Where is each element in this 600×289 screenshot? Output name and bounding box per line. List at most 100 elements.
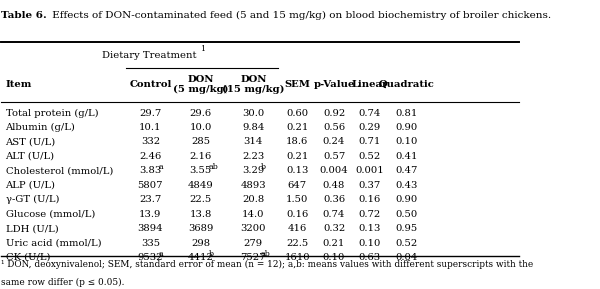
Text: 4849: 4849: [188, 181, 214, 190]
Text: ALT (U/L): ALT (U/L): [5, 152, 55, 161]
Text: Effects of DON-contaminated feed (5 and 15 mg/kg) on blood biochemistry of broil: Effects of DON-contaminated feed (5 and …: [49, 11, 551, 20]
Text: a: a: [158, 163, 163, 171]
Text: ¹ DON, deoxynivalenol; SEM, standard error of mean (n = 12); a,b: means values w: ¹ DON, deoxynivalenol; SEM, standard err…: [1, 260, 533, 268]
Text: Glucose (mmol/L): Glucose (mmol/L): [5, 210, 95, 219]
Text: 1610: 1610: [284, 253, 310, 262]
Text: 335: 335: [141, 238, 160, 248]
Text: 0.13: 0.13: [286, 166, 308, 175]
Text: Table 6.: Table 6.: [1, 11, 47, 20]
Text: 285: 285: [191, 138, 210, 147]
Text: 0.37: 0.37: [359, 181, 381, 190]
Text: 0.10: 0.10: [396, 138, 418, 147]
Text: 0.16: 0.16: [286, 210, 308, 219]
Text: 0.21: 0.21: [323, 238, 345, 248]
Text: 0.21: 0.21: [286, 123, 308, 132]
Text: 0.90: 0.90: [396, 123, 418, 132]
Text: 7527: 7527: [241, 253, 266, 262]
Text: Control: Control: [129, 80, 172, 89]
Text: 0.10: 0.10: [359, 238, 381, 248]
Text: Linear: Linear: [352, 80, 388, 89]
Text: Dietary Treatment: Dietary Treatment: [101, 51, 199, 60]
Text: 0.92: 0.92: [323, 109, 345, 118]
Text: ab: ab: [208, 163, 218, 171]
Text: 0.21: 0.21: [286, 152, 308, 161]
Text: 4893: 4893: [241, 181, 266, 190]
Text: SEM: SEM: [284, 80, 310, 89]
Text: Total protein (g/L): Total protein (g/L): [5, 108, 98, 118]
Text: 0.63: 0.63: [359, 253, 381, 262]
Text: 0.04: 0.04: [396, 253, 418, 262]
Text: DON
(15 mg/kg): DON (15 mg/kg): [222, 75, 284, 95]
Text: 2.16: 2.16: [190, 152, 212, 161]
Text: 22.5: 22.5: [190, 195, 212, 204]
Text: 14.0: 14.0: [242, 210, 265, 219]
Text: 0.74: 0.74: [359, 109, 381, 118]
Text: Quadratic: Quadratic: [379, 80, 435, 89]
Text: 0.52: 0.52: [396, 238, 418, 248]
Text: same row differ (p ≤ 0.05).: same row differ (p ≤ 0.05).: [1, 278, 125, 288]
Text: 2.23: 2.23: [242, 152, 265, 161]
Text: 2.46: 2.46: [139, 152, 161, 161]
Text: 0.56: 0.56: [323, 123, 345, 132]
Text: 314: 314: [244, 138, 263, 147]
Text: 3200: 3200: [241, 224, 266, 233]
Text: 9532: 9532: [137, 253, 163, 262]
Text: 13.8: 13.8: [190, 210, 212, 219]
Text: ab: ab: [261, 250, 271, 257]
Text: 10.1: 10.1: [139, 123, 161, 132]
Text: 0.50: 0.50: [396, 210, 418, 219]
Text: 3.83: 3.83: [139, 166, 161, 175]
Text: 0.24: 0.24: [323, 138, 345, 147]
Text: 3.29: 3.29: [242, 166, 265, 175]
Text: CK (U/L): CK (U/L): [5, 253, 50, 262]
Text: 0.13: 0.13: [359, 224, 381, 233]
Text: Item: Item: [5, 80, 32, 89]
Text: 29.6: 29.6: [190, 109, 212, 118]
Text: 1.50: 1.50: [286, 195, 308, 204]
Text: Albumin (g/L): Albumin (g/L): [5, 123, 76, 132]
Text: 0.90: 0.90: [396, 195, 418, 204]
Text: 332: 332: [141, 138, 160, 147]
Text: 0.48: 0.48: [323, 181, 345, 190]
Text: 3.55: 3.55: [190, 166, 212, 175]
Text: 0.57: 0.57: [323, 152, 345, 161]
Text: 0.81: 0.81: [396, 109, 418, 118]
Text: 23.7: 23.7: [139, 195, 161, 204]
Text: 30.0: 30.0: [242, 109, 265, 118]
Text: 0.47: 0.47: [396, 166, 418, 175]
Text: 0.95: 0.95: [396, 224, 418, 233]
Text: 13.9: 13.9: [139, 210, 161, 219]
Text: 279: 279: [244, 238, 263, 248]
Text: 0.001: 0.001: [355, 166, 384, 175]
Text: 1: 1: [200, 45, 205, 53]
Text: 0.36: 0.36: [323, 195, 345, 204]
Text: 29.7: 29.7: [139, 109, 161, 118]
Text: b: b: [261, 163, 266, 171]
Text: 0.32: 0.32: [323, 224, 345, 233]
Text: p-Value: p-Value: [313, 80, 355, 89]
Text: b: b: [208, 250, 214, 257]
Text: 18.6: 18.6: [286, 138, 308, 147]
Text: 20.8: 20.8: [242, 195, 265, 204]
Text: 0.10: 0.10: [323, 253, 345, 262]
Text: LDH (U/L): LDH (U/L): [5, 224, 58, 233]
Text: 416: 416: [287, 224, 307, 233]
Text: 0.004: 0.004: [320, 166, 349, 175]
Text: 3689: 3689: [188, 224, 213, 233]
Text: 0.29: 0.29: [359, 123, 381, 132]
Text: DON
(5 mg/kg): DON (5 mg/kg): [173, 75, 229, 95]
Text: Uric acid (mmol/L): Uric acid (mmol/L): [5, 238, 101, 248]
Text: AST (U/L): AST (U/L): [5, 138, 56, 147]
Text: 298: 298: [191, 238, 210, 248]
Text: 5807: 5807: [137, 181, 163, 190]
Text: 0.43: 0.43: [396, 181, 418, 190]
Text: 3894: 3894: [137, 224, 163, 233]
Text: 0.74: 0.74: [323, 210, 345, 219]
Text: 10.0: 10.0: [190, 123, 212, 132]
Text: 22.5: 22.5: [286, 238, 308, 248]
Text: 647: 647: [288, 181, 307, 190]
Text: 0.72: 0.72: [359, 210, 381, 219]
Text: 9.84: 9.84: [242, 123, 265, 132]
Text: 0.41: 0.41: [396, 152, 418, 161]
Text: ALP (U/L): ALP (U/L): [5, 181, 56, 190]
